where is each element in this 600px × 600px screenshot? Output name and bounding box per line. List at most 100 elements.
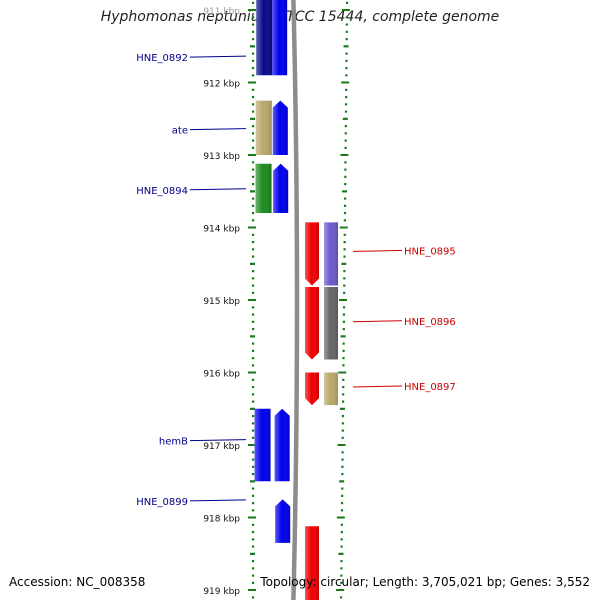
- gene-label-right: HNE_0895: [404, 246, 456, 257]
- ruler-right-minor-tick: [344, 125, 347, 128]
- ruler-right-minor-tick: [343, 212, 347, 215]
- ruler-right-minor-tick: [345, 88, 348, 91]
- ruler-tick-label: 919 kbp: [203, 587, 240, 597]
- ruler-minor-tick: [250, 335, 255, 338]
- ruler-right-minor-tick: [344, 139, 347, 142]
- ruler-right-minor-tick: [341, 458, 344, 461]
- ruler-minor-tick: [252, 233, 255, 236]
- ruler-right-minor-tick: [341, 451, 344, 454]
- ruler-minor-tick: [252, 596, 255, 599]
- ruler-right-minor-tick: [340, 581, 343, 584]
- forward-gene: [255, 100, 272, 155]
- ruler-right-minor-tick: [344, 183, 347, 186]
- ruler-right-minor-tick: [345, 1, 349, 4]
- ruler-right-minor-tick: [341, 436, 344, 439]
- ruler-right-minor-tick: [343, 248, 346, 251]
- ruler-minor-tick: [252, 52, 255, 55]
- ruler-right-minor-tick: [342, 364, 345, 367]
- ruler-minor-tick: [250, 117, 255, 120]
- gene-label-left: ate: [172, 126, 188, 137]
- ruler-right-minor-tick: [342, 320, 345, 323]
- ruler-right-minor-tick: [342, 342, 345, 345]
- ruler-minor-tick: [252, 502, 255, 505]
- ruler-right-minor-tick: [343, 277, 346, 280]
- topology-summary: Topology: circular; Length: 3,705,021 bp…: [260, 575, 590, 589]
- ruler-minor-tick: [252, 277, 255, 280]
- ruler-minor-tick: [252, 422, 255, 425]
- ruler-right-minor-tick: [344, 110, 348, 113]
- ruler-minor-tick: [252, 567, 255, 570]
- ruler-right-minor-tick: [340, 509, 344, 512]
- ruler-minor-tick: [252, 67, 255, 70]
- ruler-minor-tick: [252, 357, 255, 360]
- ruler-right-minor-tick: [340, 567, 343, 570]
- ruler-minor-tick: [252, 545, 255, 548]
- ruler-minor-tick: [252, 168, 255, 171]
- ruler-right-minor-tick: [341, 473, 344, 476]
- ruler-right-minor-tick: [340, 596, 343, 599]
- forward-gene: [254, 408, 271, 482]
- ruler-minor-tick: [252, 509, 255, 512]
- ruler-right-minor-tick: [340, 502, 344, 505]
- ruler-right-minor-tick: [341, 494, 344, 497]
- ruler-minor-tick: [252, 451, 255, 454]
- ruler-minor-tick: [252, 400, 255, 403]
- ruler-right-major-tick: [339, 226, 348, 229]
- ruler-right-minor-tick: [342, 393, 345, 396]
- ruler-right-major-tick: [336, 516, 345, 519]
- ruler-minor-tick: [252, 74, 255, 77]
- forward-cds-shade: [273, 163, 289, 213]
- ruler-minor-tick: [252, 328, 255, 331]
- forward-gene-shade: [255, 100, 272, 155]
- ruler-right-minor-tick: [342, 313, 346, 316]
- ruler-minor-tick: [252, 1, 255, 4]
- ruler-minor-tick: [252, 125, 255, 128]
- ruler-right-minor-tick: [343, 45, 349, 48]
- forward-cds: [272, 0, 288, 76]
- ruler-right-minor-tick: [344, 197, 347, 200]
- ruler-right-minor-tick: [343, 270, 346, 273]
- ruler-minor-tick: [252, 538, 255, 541]
- ruler-minor-tick: [252, 175, 255, 178]
- ruler-major-tick: [248, 444, 256, 446]
- ruler-right-minor-tick: [344, 146, 347, 149]
- ruler-minor-tick: [252, 183, 255, 186]
- ruler-right-minor-tick: [342, 328, 345, 331]
- forward-cds-shade: [275, 499, 291, 543]
- ruler-right-minor-tick: [339, 407, 345, 410]
- ruler-minor-tick: [252, 16, 255, 19]
- ruler-right-minor-tick: [345, 74, 348, 77]
- ruler-minor-tick: [252, 219, 255, 222]
- ruler-right-minor-tick: [340, 560, 343, 563]
- ruler-minor-tick: [250, 552, 255, 555]
- ruler-tick-label: 918 kbp: [203, 515, 240, 525]
- forward-gene: [256, 0, 273, 76]
- ruler-minor-tick: [250, 190, 255, 193]
- gene-label-leader: [189, 439, 247, 442]
- ruler-right-minor-tick: [340, 523, 343, 526]
- ruler-minor-tick: [252, 560, 255, 563]
- ruler-minor-tick: [252, 349, 255, 352]
- ruler-minor-tick: [252, 386, 255, 389]
- ruler-right-minor-tick: [344, 132, 347, 135]
- ruler-minor-tick: [252, 103, 255, 106]
- forward-cds: [274, 408, 290, 482]
- ruler-minor-tick: [252, 523, 255, 526]
- ruler-right-minor-tick: [344, 161, 347, 164]
- ruler-minor-tick: [252, 531, 255, 534]
- ruler-minor-tick: [252, 378, 255, 381]
- reverse-gene: [324, 222, 338, 286]
- ruler-minor-tick: [252, 270, 255, 273]
- map-title: Hyphomonas neptunium ATCC 15444, complet…: [100, 9, 500, 25]
- ruler-minor-tick: [250, 480, 255, 483]
- ruler-right-minor-tick: [343, 291, 346, 294]
- ruler-right-minor-tick: [343, 255, 346, 258]
- ruler-minor-tick: [252, 429, 255, 432]
- reverse-gene-shade: [324, 222, 338, 286]
- ruler-minor-tick: [252, 204, 255, 207]
- ruler-minor-tick: [252, 241, 255, 244]
- ruler-major-tick: [248, 299, 256, 301]
- ruler-minor-tick: [252, 38, 255, 41]
- ruler-right-minor-tick: [345, 16, 349, 19]
